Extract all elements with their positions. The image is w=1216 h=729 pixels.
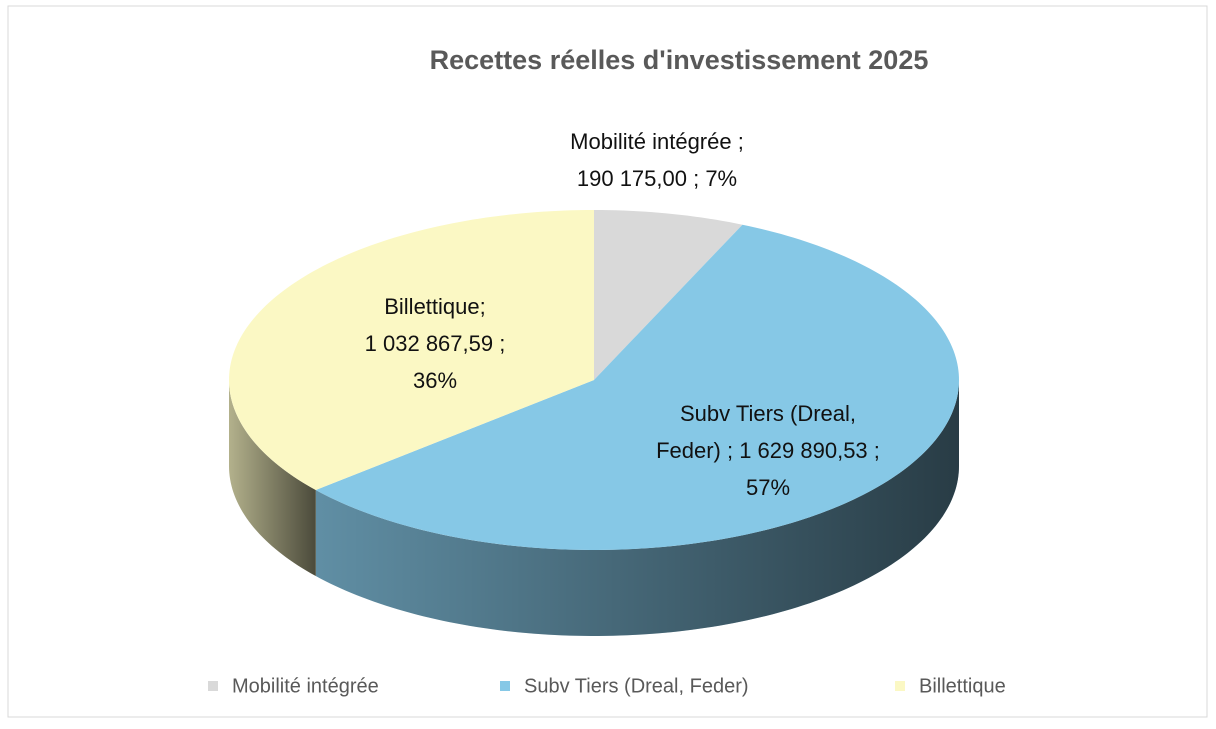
legend-label: Billettique (919, 675, 1006, 697)
legend-swatch (895, 681, 905, 691)
data-label: Mobilité intégrée ; (570, 129, 744, 154)
legend: Mobilité intégrée Subv Tiers (Dreal, Fede… (208, 675, 1006, 697)
pie-slice (229, 210, 594, 491)
legend-label: Subv Tiers (Dreal, Feder) (524, 675, 749, 697)
data-label: 1 032 867,59 ; (365, 331, 506, 356)
pie-side-shade (315, 380, 959, 636)
pie-sides (229, 380, 959, 636)
legend-swatch (208, 681, 218, 691)
pie-tops (229, 210, 959, 550)
pie-slice (594, 210, 743, 380)
legend-label: Mobilité intégrée (232, 675, 379, 697)
data-labels: Mobilité intégrée ; 190 175,00 ; 7% Subv T… (365, 129, 880, 500)
data-label: 57% (746, 475, 790, 500)
data-label: 36% (413, 368, 457, 393)
data-label: Billettique; (384, 294, 486, 319)
legend-swatch (500, 681, 510, 691)
pie-slice (315, 224, 959, 550)
data-label: Subv Tiers (Dreal, (680, 401, 856, 426)
pie-side-shade (229, 380, 316, 577)
data-label: Feder) ; 1 629 890,53 ; (656, 438, 880, 463)
data-label: 190 175,00 ; 7% (577, 166, 737, 191)
chart-title: Recettes réelles d'investissement 2025 (430, 45, 929, 75)
